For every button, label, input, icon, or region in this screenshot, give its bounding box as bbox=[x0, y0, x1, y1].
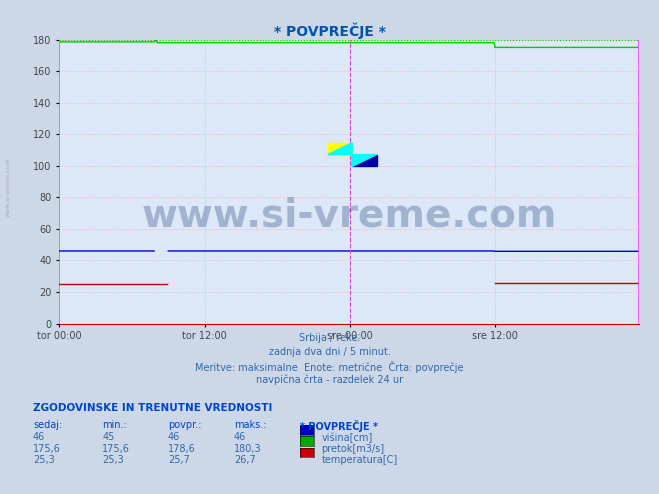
Text: temperatura[C]: temperatura[C] bbox=[322, 455, 398, 465]
Text: 175,6: 175,6 bbox=[102, 444, 130, 453]
Text: 25,3: 25,3 bbox=[33, 455, 55, 465]
Text: 25,3: 25,3 bbox=[102, 455, 124, 465]
Text: 46: 46 bbox=[33, 432, 45, 442]
Text: 175,6: 175,6 bbox=[33, 444, 61, 453]
Text: 45: 45 bbox=[102, 432, 115, 442]
Text: 25,7: 25,7 bbox=[168, 455, 190, 465]
Text: navpična črta - razdelek 24 ur: navpična črta - razdelek 24 ur bbox=[256, 375, 403, 385]
Text: ZGODOVINSKE IN TRENUTNE VREDNOSTI: ZGODOVINSKE IN TRENUTNE VREDNOSTI bbox=[33, 403, 272, 412]
Text: povpr.:: povpr.: bbox=[168, 420, 202, 430]
Text: www.si-vreme.com: www.si-vreme.com bbox=[142, 197, 557, 235]
Text: 46: 46 bbox=[234, 432, 246, 442]
Text: višina[cm]: višina[cm] bbox=[322, 432, 373, 443]
Text: pretok[m3/s]: pretok[m3/s] bbox=[322, 444, 385, 453]
Text: zadnja dva dni / 5 minut.: zadnja dva dni / 5 minut. bbox=[269, 347, 390, 357]
Text: * POVPREČJE *: * POVPREČJE * bbox=[300, 420, 378, 432]
Text: 46: 46 bbox=[168, 432, 181, 442]
Polygon shape bbox=[352, 155, 376, 166]
Text: 26,7: 26,7 bbox=[234, 455, 256, 465]
Text: sedaj:: sedaj: bbox=[33, 420, 62, 430]
Text: Meritve: maksimalne  Enote: metrične  Črta: povprečje: Meritve: maksimalne Enote: metrične Črta… bbox=[195, 361, 464, 373]
Text: * POVPREČJE *: * POVPREČJE * bbox=[273, 22, 386, 39]
Text: 180,3: 180,3 bbox=[234, 444, 262, 453]
Text: www.si-vreme.com: www.si-vreme.com bbox=[5, 158, 11, 217]
Polygon shape bbox=[328, 143, 352, 155]
Bar bbox=[328, 143, 352, 155]
Text: min.:: min.: bbox=[102, 420, 127, 430]
Bar bbox=[352, 155, 376, 166]
Text: 178,6: 178,6 bbox=[168, 444, 196, 453]
Text: Srbija / reke.: Srbija / reke. bbox=[299, 333, 360, 343]
Text: maks.:: maks.: bbox=[234, 420, 266, 430]
